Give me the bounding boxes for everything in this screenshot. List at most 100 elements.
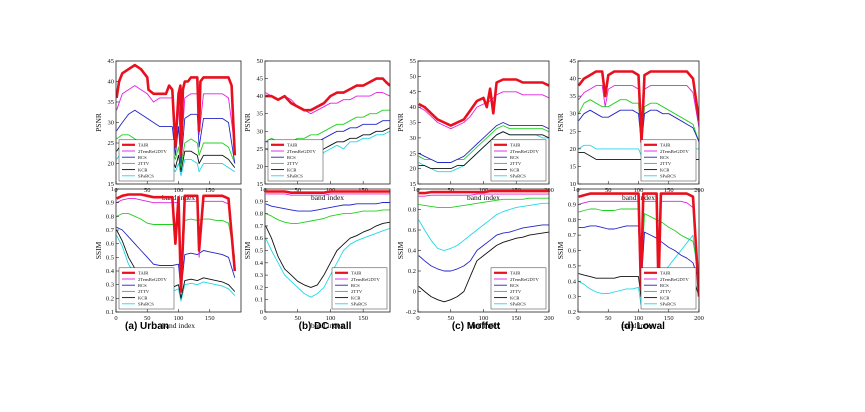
legend-label-rcs: RCS (510, 155, 519, 160)
series-line-rcs (418, 224, 549, 272)
y-tick-label: 0.6 (568, 248, 577, 255)
y-tick-label: -0.2 (406, 309, 416, 316)
x-axis-label: band index (311, 321, 344, 330)
y-tick-label: 40 (257, 93, 264, 100)
series-line-2tensregdtv (265, 193, 390, 196)
y-tick-label: 25 (257, 146, 264, 153)
y-tick-label: 0.5 (106, 254, 114, 261)
series-line-tair (265, 190, 390, 194)
legend-label-rcs: RCS (660, 283, 669, 288)
y-tick-label: 20 (410, 166, 417, 173)
legend-label-rcs: RCS (510, 283, 519, 288)
y-tick-label: 0.7 (568, 232, 577, 239)
legend-label-tair: TAIR (138, 271, 149, 276)
legend-label-2tensregdtv: 2TensReGDTV (138, 149, 167, 154)
y-tick-label: 45 (257, 76, 264, 83)
legend-box (118, 267, 175, 310)
x-tick-label: 150 (511, 315, 521, 322)
series-line-tair (418, 78, 549, 127)
series-line-kcr (265, 221, 390, 288)
y-tick-label: 15 (570, 163, 577, 170)
y-tick-label: 0.4 (568, 278, 577, 285)
x-tick-label: 200 (544, 315, 554, 322)
y-axis-label: PSNR (396, 113, 405, 132)
series-line-2ttv (265, 209, 390, 224)
legend-label-sparcs: SPaRCS (138, 174, 154, 179)
y-tick-label: 30 (410, 135, 417, 142)
legend-label-2ttv: 2TTV (351, 289, 363, 294)
x-tick-label: 150 (205, 315, 215, 322)
y-axis-label: PSNR (556, 113, 565, 132)
y-tick-label: 0.8 (255, 211, 263, 218)
y-tick-label: 0.4 (106, 268, 115, 275)
y-tick-label: 0.1 (106, 309, 114, 316)
series-line-tair (578, 70, 699, 144)
legend-label-2tensregdtv: 2TensReGDTV (510, 277, 539, 282)
legend-label-sparcs: SPaRCS (351, 302, 367, 307)
y-tick-label: 1 (413, 186, 416, 193)
legend-box (118, 139, 175, 182)
legend-label-sparcs: SPaRCS (138, 302, 154, 307)
legend-label-sparcs: SPaRCS (510, 302, 526, 307)
y-tick-label: 15 (108, 181, 115, 188)
y-tick-label: 0.8 (408, 207, 416, 214)
legend-box (640, 139, 697, 182)
y-tick-label: 50 (410, 73, 417, 80)
legend-label-2ttv: 2TTV (287, 161, 299, 166)
legend-label-rcs: RCS (351, 283, 360, 288)
x-tick-label: 150 (664, 315, 674, 322)
legend-label-kcr: KCR (138, 295, 148, 300)
y-tick-label: 0.7 (255, 223, 264, 230)
legend-label-sparcs: SPaRCS (287, 174, 303, 179)
legend-label-tair: TAIR (138, 143, 149, 148)
series-group (116, 193, 237, 302)
x-tick-label: 50 (605, 187, 612, 194)
y-tick-label: 1 (573, 186, 576, 193)
legend-label-rcs: RCS (660, 155, 669, 160)
legend-label-tair: TAIR (510, 143, 521, 148)
series-line-rcs (418, 122, 549, 163)
legend-label-kcr: KCR (660, 167, 670, 172)
series-line-sparcs (265, 227, 390, 298)
y-tick-label: 35 (570, 93, 577, 100)
x-tick-label: 200 (694, 315, 704, 322)
series-line-rcs (116, 226, 236, 292)
x-axis-label: band index (311, 193, 344, 202)
series-line-2tensregdtv (418, 193, 549, 197)
legend-label-sparcs: SPaRCS (660, 302, 676, 307)
y-tick-label: 0.3 (568, 294, 576, 301)
legend-label-kcr: KCR (510, 167, 520, 172)
y-tick-label: 0.9 (255, 198, 263, 205)
x-tick-label: 150 (664, 187, 674, 194)
y-axis-label: PSNR (94, 113, 103, 132)
x-tick-label: 100 (634, 187, 644, 194)
caption-moffett: (c) Moffett (452, 321, 501, 332)
y-tick-label: 35 (257, 111, 264, 118)
x-axis-label: band index (162, 321, 195, 330)
legend-box (490, 139, 547, 182)
legend-label-tair: TAIR (510, 271, 521, 276)
legend-box (640, 267, 697, 310)
legend-label-tair: TAIR (660, 143, 671, 148)
caption-urban: (a) Urban (125, 321, 169, 332)
legend-label-2ttv: 2TTV (138, 289, 150, 294)
legend-box (267, 139, 324, 182)
legend-label-2tensregdtv: 2TensReGDTV (660, 277, 689, 282)
y-tick-label: 15 (257, 181, 264, 188)
series-group (418, 189, 549, 303)
x-tick-label: 100 (174, 315, 184, 322)
chart-panel-b-ssim: 0 50 100 150 0 0.1 0.2 0.3 0.4 0.5 0.6 0.7 0.8 0.9 1 ba… (243, 186, 391, 330)
y-tick-label: 0.2 (255, 284, 263, 291)
series-line-tair (116, 193, 237, 293)
y-tick-label: 30 (257, 128, 264, 135)
y-axis-label: PSNR (243, 113, 252, 132)
y-tick-label: 55 (410, 58, 417, 65)
y-tick-label: 25 (570, 128, 577, 135)
